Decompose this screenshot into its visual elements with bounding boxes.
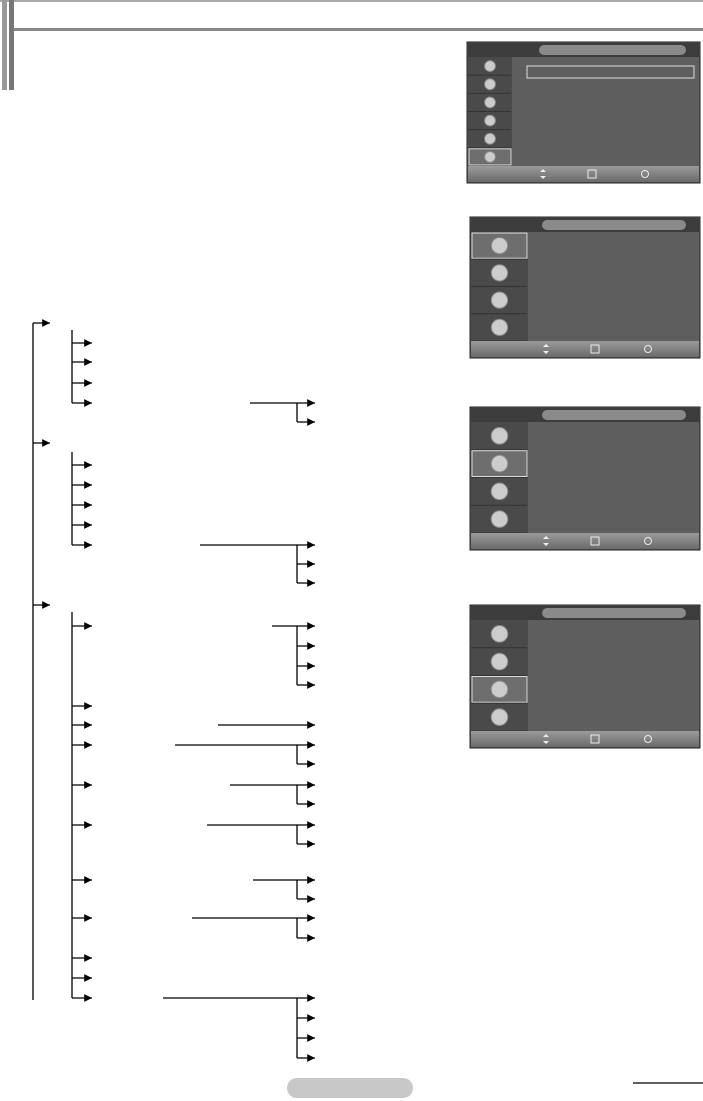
header-rule xyxy=(14,28,703,31)
menu-tree xyxy=(32,319,315,1062)
menu-icon xyxy=(490,454,509,473)
nav-icon-move xyxy=(543,734,549,744)
nav-icon-return xyxy=(644,537,652,545)
menu-screenshot xyxy=(469,604,701,749)
side-bar xyxy=(2,0,7,90)
menu-icon xyxy=(490,680,509,699)
screen-title-pill xyxy=(539,45,686,55)
menu-icon xyxy=(484,132,496,145)
menu-icon xyxy=(490,625,509,643)
menu-icon xyxy=(490,236,509,255)
menu-screenshot xyxy=(469,216,701,359)
menu-icon xyxy=(484,150,496,163)
menu-icon xyxy=(490,291,509,309)
nav-icon-return xyxy=(641,170,649,178)
menu-icon xyxy=(490,652,509,671)
menu-icon xyxy=(490,427,509,445)
nav-icon-enter xyxy=(590,734,600,744)
menu-icon xyxy=(490,264,509,282)
side-bar xyxy=(9,0,14,90)
menu-screenshot xyxy=(469,406,701,551)
footer xyxy=(287,1078,703,1098)
nav-icon-return xyxy=(644,735,652,743)
screen-title-pill xyxy=(542,608,686,618)
nav-icon-move xyxy=(543,344,549,354)
menu-icon xyxy=(484,96,496,109)
menu-icon xyxy=(484,114,496,127)
nav-icon-enter xyxy=(590,344,600,354)
screen-title-pill xyxy=(542,410,686,420)
screen-bottom-bar xyxy=(471,731,699,747)
nav-icon-enter xyxy=(590,536,600,546)
nav-icon-move xyxy=(543,536,549,546)
nav-icon-enter xyxy=(587,169,597,179)
screen-title-pill xyxy=(542,220,686,230)
screen-field xyxy=(526,65,695,79)
menu-icon xyxy=(490,482,509,501)
page-pill xyxy=(287,1078,413,1098)
menu-icon xyxy=(484,78,496,91)
menu-icon xyxy=(484,60,496,73)
menu-icon xyxy=(490,510,509,528)
menu-icon xyxy=(490,708,509,726)
nav-icon-return xyxy=(644,345,652,353)
menu-screenshot xyxy=(466,41,701,184)
menu-screens xyxy=(466,41,701,749)
menu-icon xyxy=(490,318,509,337)
screen-bottom-bar xyxy=(471,533,699,549)
header xyxy=(0,0,703,90)
screen-bottom-bar xyxy=(468,166,699,182)
screen-bottom-bar xyxy=(471,341,699,357)
nav-icon-move xyxy=(540,169,546,179)
